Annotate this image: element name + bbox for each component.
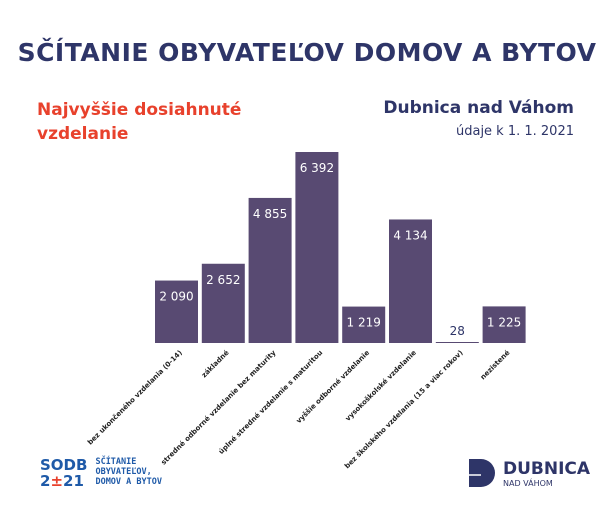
data-label: 2 090 — [159, 290, 193, 304]
data-label: 1 219 — [347, 316, 381, 330]
sodb-logo: SODB 2±21 SČÍTANIE OBYVATEĽOV, DOMOV A BYTO… — [40, 456, 162, 490]
data-label: 28 — [450, 324, 465, 338]
data-date: údaje k 1. 1. 2021 — [455, 124, 574, 139]
bar — [155, 280, 198, 343]
dubnica-logo: DUBNICA NAD VÁHOM — [467, 457, 590, 489]
bar — [342, 306, 386, 343]
page-title: SČÍTANIE OBYVATEĽOV DOMOV A BYTOV — [17, 38, 597, 67]
chart-subtitle: Najvyššie dosiahnuté vzdelanie — [37, 100, 242, 144]
category-label: nezistené — [479, 349, 512, 382]
bar — [295, 152, 339, 343]
data-label: 6 392 — [300, 161, 334, 175]
data-label: 2 652 — [206, 273, 240, 287]
data-label: 4 134 — [393, 228, 427, 242]
bar — [435, 342, 479, 343]
bar — [482, 306, 526, 343]
category-label: úplné stredné vzdelanie s maturitou — [217, 349, 324, 456]
bar — [248, 197, 292, 343]
dubnica-emblem-icon — [467, 459, 495, 487]
data-label: 1 225 — [487, 315, 521, 329]
category-label: bez ukončeného vzdelania (0-14) — [86, 349, 184, 447]
category-label: základné — [200, 349, 231, 380]
city-name: Dubnica nad Váhom — [383, 98, 574, 118]
bar — [201, 263, 245, 343]
data-label: 4 855 — [253, 207, 287, 221]
bar — [389, 219, 432, 343]
